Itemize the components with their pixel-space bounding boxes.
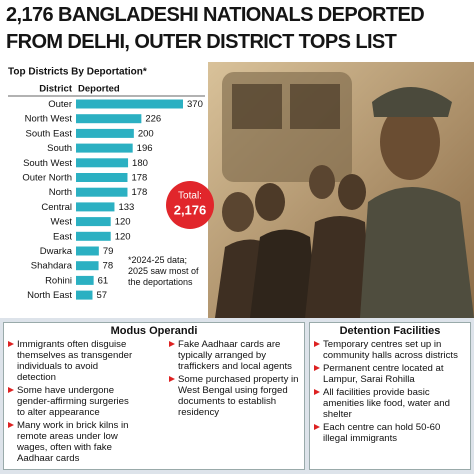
bar (76, 217, 111, 227)
value-label: 120 (115, 217, 131, 228)
headline-line: FROM DELHI, OUTER DISTRICT TOPS LIST (6, 31, 397, 53)
value-label: 57 (96, 290, 107, 301)
total-value: 2,176 (174, 202, 207, 217)
value-label: 78 (103, 261, 114, 272)
item-list: Temporary centres set up in community ha… (310, 339, 470, 444)
category-label: East (53, 231, 72, 242)
bottom-panel: Modus Operandi Immigrants often disguise… (0, 318, 474, 474)
category-label: Rohini (45, 275, 72, 286)
category-label: Outer North (22, 173, 72, 184)
column-header: Deported (78, 84, 120, 95)
bar (76, 290, 93, 300)
total-label: Total: (178, 191, 202, 202)
detention-box: Detention Facilities Temporary centres s… (309, 322, 471, 470)
category-label: South East (26, 128, 73, 139)
bar (76, 143, 133, 153)
value-label: 133 (118, 202, 134, 213)
headline-line: 2,176 BANGLADESHI NATIONALS DEPORTED (6, 4, 425, 26)
list-item: Permanent centre located at Lampur, Sara… (314, 363, 466, 385)
value-label: 180 (132, 158, 148, 169)
bar (76, 114, 142, 124)
category-label: Central (41, 202, 72, 213)
section-title: Modus Operandi (110, 325, 198, 337)
bar (76, 246, 99, 256)
chart-title: Top Districts By Deportation* (8, 67, 147, 78)
bar (76, 128, 134, 138)
category-label: Dwarka (40, 246, 73, 257)
bar (76, 261, 99, 271)
list-item: All facilities provide basic amenities l… (314, 387, 466, 420)
modus-box: Modus Operandi Immigrants often disguise… (3, 322, 305, 470)
list-item: Some purchased property in West Bengal u… (169, 374, 300, 418)
chart: Top Districts By Deportation* District D… (8, 62, 474, 318)
category-label: North West (25, 114, 73, 125)
value-label: 370 (187, 99, 203, 110)
value-label: 61 (98, 275, 109, 286)
category-label: North East (27, 290, 72, 301)
bar (76, 158, 129, 168)
total-badge (166, 181, 214, 229)
value-label: 178 (131, 187, 147, 198)
illustration (208, 62, 474, 318)
list-item: Some have undergone gender-affirming sur… (8, 385, 139, 418)
category-label: North (49, 187, 72, 198)
value-label: 226 (145, 114, 161, 125)
item-list: Immigrants often disguise themselves as … (4, 339, 304, 464)
category-label: Outer (48, 99, 72, 110)
bar (76, 202, 115, 212)
bar (76, 275, 94, 285)
category-label: Shahdara (31, 261, 73, 272)
bar (76, 173, 128, 182)
category-label: South West (23, 158, 72, 169)
value-label: 120 (115, 231, 131, 242)
category-label: South (47, 143, 72, 154)
section-title: Detention Facilities (339, 325, 441, 337)
value-label: 79 (103, 246, 114, 257)
headline: 2,176 BANGLADESHI NATIONALS DEPORTED FRO… (6, 2, 472, 56)
value-label: 178 (131, 173, 147, 184)
list-item: Fake Aadhaar cards are typically arrange… (169, 339, 300, 372)
list-item: Each centre can hold 50-60 illegal immig… (314, 422, 466, 444)
note: *2024-25 data; 2025 saw most of the depo… (128, 255, 199, 287)
bar (76, 231, 111, 241)
value-label: 200 (138, 128, 154, 139)
list-item: Many work in brick kilns in remote areas… (8, 420, 139, 464)
column-header: District (39, 84, 73, 95)
bar (76, 99, 183, 109)
value-label: 196 (137, 143, 153, 154)
list-item: Immigrants often disguise themselves as … (8, 339, 139, 383)
bar (76, 187, 128, 197)
category-label: West (51, 217, 73, 228)
list-item: Temporary centres set up in community ha… (314, 339, 466, 361)
